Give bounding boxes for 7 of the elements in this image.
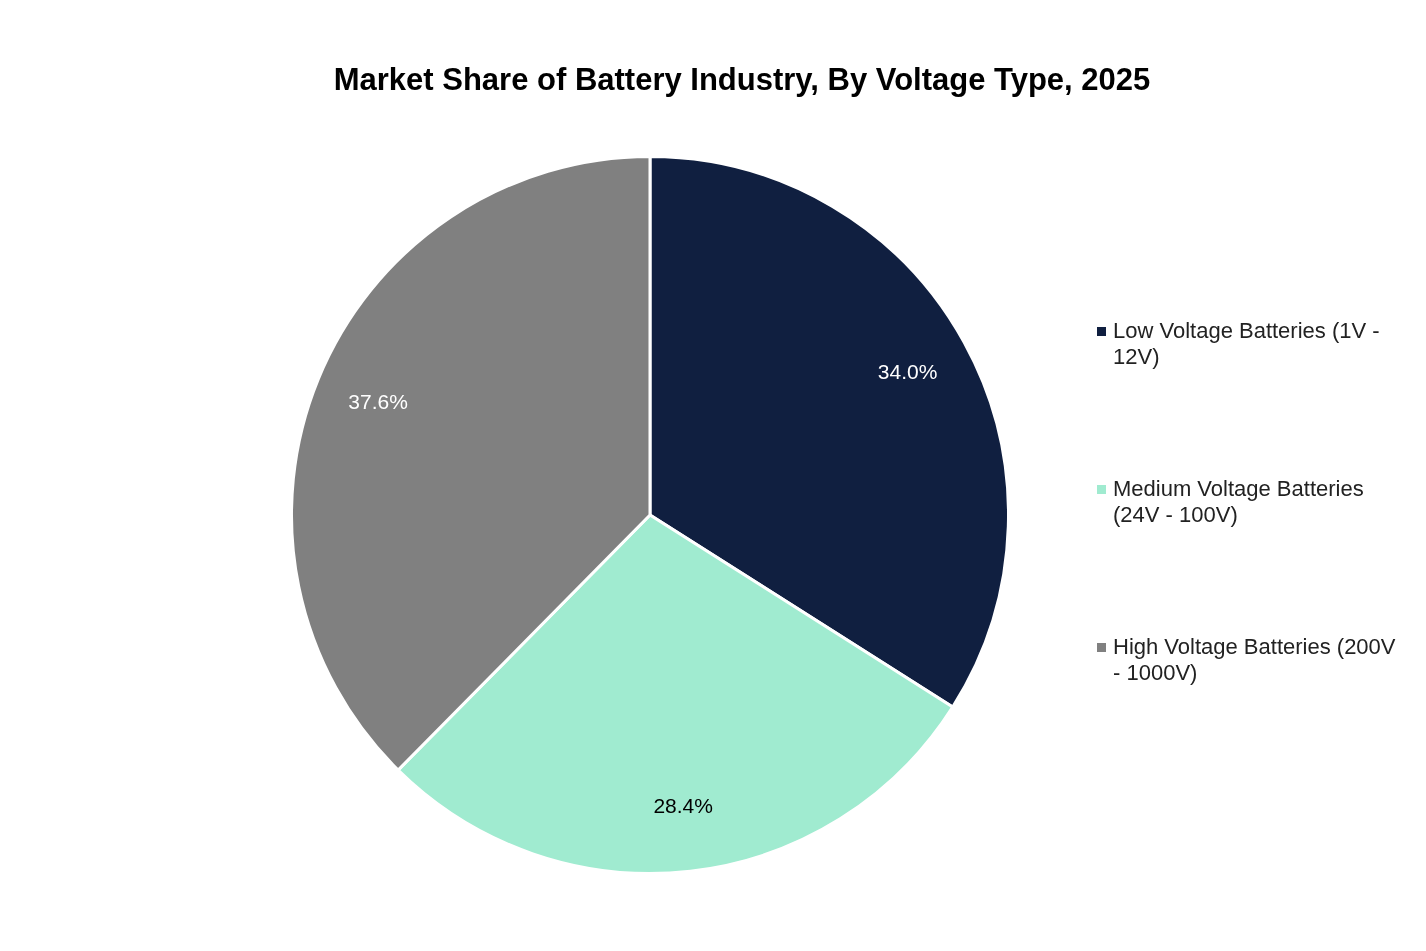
- chart-title: Market Share of Battery Industry, By Voltage Type, 2025: [332, 62, 1152, 98]
- data-label: 37.6%: [348, 390, 408, 414]
- data-label: 28.4%: [653, 793, 713, 817]
- legend-label: Medium Voltage Batteries (24V - 100V): [1113, 476, 1364, 527]
- legend-label: Low Voltage Batteries (1V - 12V): [1113, 318, 1380, 369]
- data-label: 34.0%: [877, 360, 938, 384]
- legend-label: High Voltage Batteries (200V - 1000V): [1113, 634, 1396, 685]
